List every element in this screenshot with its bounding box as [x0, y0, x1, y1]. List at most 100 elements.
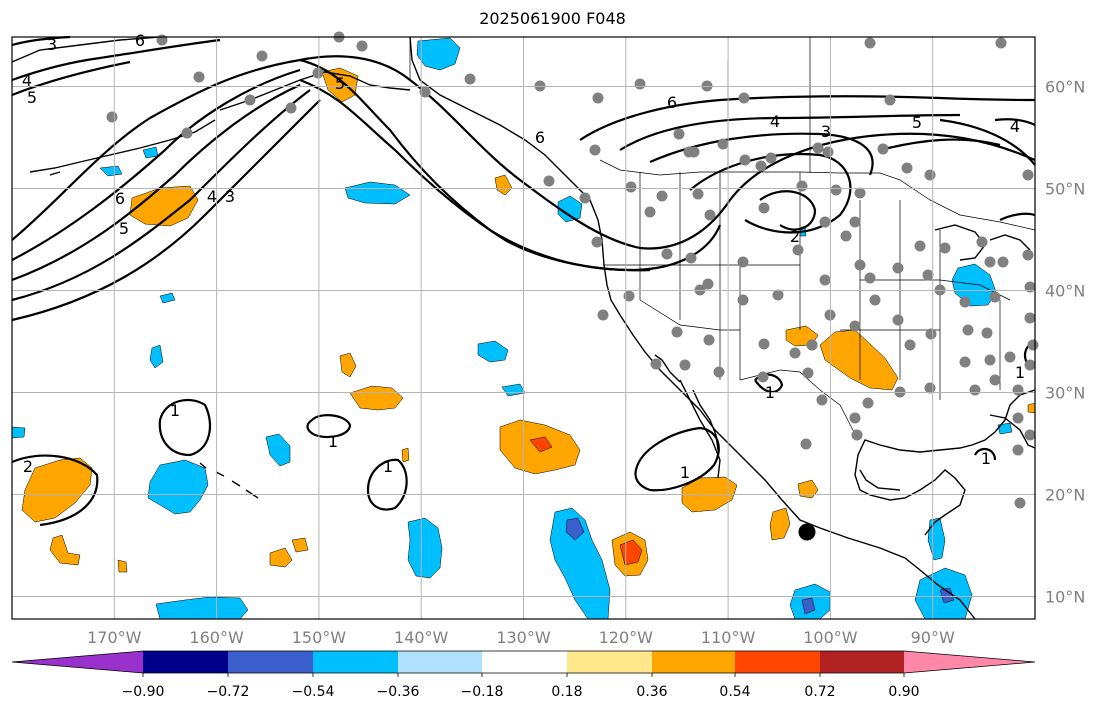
shading-region: [769, 507, 791, 541]
state-border: [599, 159, 1036, 231]
contour-line: [974, 447, 997, 461]
station-dot: [959, 356, 971, 368]
state-border: [739, 369, 859, 441]
contour-line: [759, 190, 817, 231]
station-dot: [806, 339, 818, 351]
station-dot: [591, 236, 603, 248]
coastline: [49, 171, 61, 176]
shading-region: [557, 195, 583, 223]
longitude-label: 150°W: [292, 628, 347, 647]
colorbar-bin: [567, 651, 652, 673]
shading-region: [117, 559, 128, 573]
station-dot: [939, 242, 951, 254]
contour-label: 3: [821, 122, 831, 141]
graticule: [12, 37, 1035, 619]
station-dot: [106, 111, 118, 123]
contour-label: 5: [335, 74, 345, 93]
contour-line: [879, 138, 1001, 152]
station-dot: [1024, 312, 1036, 324]
station-dot: [989, 374, 1001, 386]
contour-label: 1: [328, 432, 338, 451]
contour-line: [994, 118, 1036, 126]
colorbar-bin: [398, 651, 482, 673]
station-dot: [1027, 339, 1039, 351]
map-frame: [11, 36, 1036, 620]
colorbar-extend-low: [12, 651, 143, 673]
coastline: [215, 471, 225, 477]
contour-line: [11, 83, 301, 282]
contour-label: 1: [170, 401, 180, 420]
station-dot: [995, 37, 1007, 49]
contour-line: [999, 212, 1036, 221]
station-dot: [962, 324, 974, 336]
station-dot: [589, 144, 601, 156]
station-dot: [924, 382, 936, 394]
contour-line: [299, 78, 651, 272]
colorbar-bin: [652, 651, 735, 673]
shading-region: [11, 426, 26, 439]
station-dot: [812, 142, 824, 154]
station-dot: [819, 216, 831, 228]
shading-region: [801, 597, 816, 615]
latitude-label: 30°N: [1045, 384, 1085, 403]
station-dot: [156, 34, 168, 46]
map-title: 2025061900 F048: [479, 9, 626, 28]
shading-region: [1027, 402, 1036, 414]
station-dot: [849, 412, 861, 424]
coastline: [654, 354, 681, 383]
shading-region: [99, 165, 123, 177]
station-dot: [685, 252, 697, 264]
shading-region: [49, 534, 81, 566]
station-dot: [464, 73, 476, 85]
latitude-label: 60°N: [1045, 78, 1085, 97]
station-dot: [702, 278, 714, 290]
contour-line: [11, 68, 301, 261]
station-dot: [312, 67, 324, 79]
station-dot: [738, 92, 750, 104]
contour-line: [939, 118, 1036, 166]
station-dot: [1012, 384, 1024, 396]
contour-label: 4: [22, 71, 32, 90]
contour-label: 5: [119, 219, 129, 238]
station-dot: [989, 291, 1001, 303]
contour-label: 1: [765, 383, 775, 402]
colorbar-bin: [228, 651, 313, 673]
location-marker: [798, 523, 816, 541]
longitude-label: 160°W: [189, 628, 244, 647]
station-dot: [981, 327, 993, 339]
shading-region: [344, 181, 411, 205]
station-dot: [1024, 359, 1036, 371]
colorbar-tick-label: 0.54: [719, 684, 750, 700]
shading-region: [159, 292, 176, 304]
coastline: [11, 36, 161, 63]
station-dot: [924, 169, 936, 181]
station-dot: [854, 187, 866, 199]
station-dot: [765, 152, 777, 164]
station-dot: [673, 128, 685, 140]
contour-label: 1: [1015, 363, 1025, 382]
station-dot: [717, 138, 729, 150]
station-dot: [758, 338, 770, 350]
station-dot: [757, 371, 769, 383]
colorbar-tick-label: −0.36: [377, 684, 420, 700]
colorbar-tick-label: −0.18: [461, 684, 504, 700]
station-dot: [679, 359, 691, 371]
colorbar-tick-label: −0.90: [122, 684, 165, 700]
station-dot: [737, 294, 749, 306]
contour-line: [11, 89, 311, 302]
station-dot: [1012, 444, 1024, 456]
station-dot: [703, 334, 715, 346]
station-dot: [864, 272, 876, 284]
station-dot: [904, 339, 916, 351]
station-dot: [800, 438, 812, 450]
latitude-label: 40°N: [1045, 282, 1085, 301]
station-dot: [704, 209, 716, 221]
contour-label: 4: [1010, 117, 1020, 136]
station-dot: [922, 269, 934, 281]
station-dot: [984, 256, 996, 268]
contour-label: 4: [770, 112, 780, 131]
station-dot: [688, 146, 700, 158]
shading-region: [291, 537, 309, 553]
contour-line: [158, 398, 212, 457]
coastline: [231, 480, 241, 487]
